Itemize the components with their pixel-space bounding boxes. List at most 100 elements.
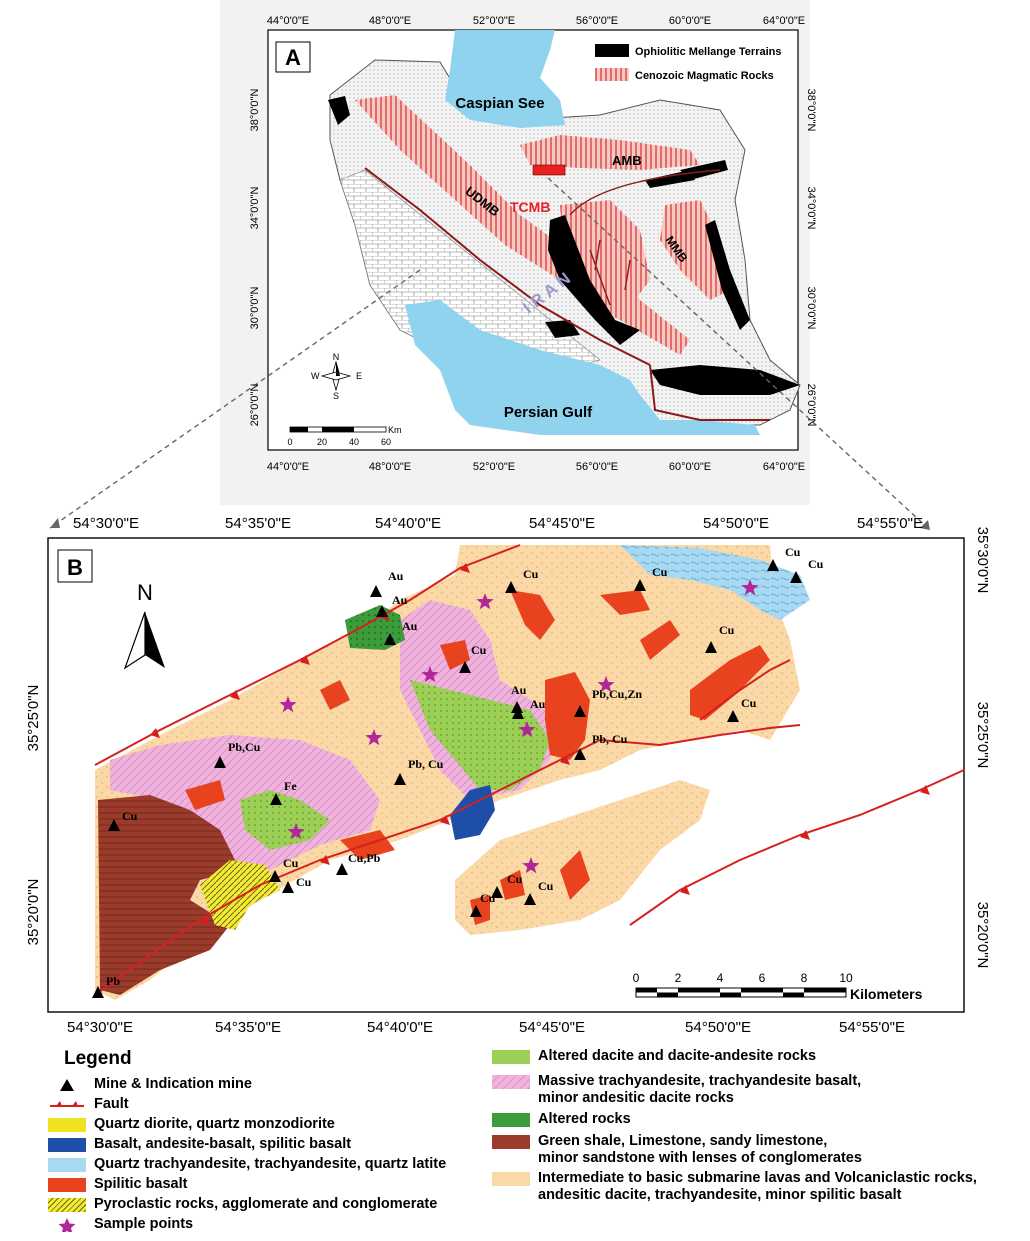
mine-triangle-icon [512, 707, 524, 719]
mine-label: Pb, Cu [408, 757, 444, 771]
legend-mine: Mine & Indication mine [48, 1076, 252, 1093]
mine-triangle-icon [376, 605, 388, 617]
scale-b-4: 4 [717, 971, 724, 985]
legend-green-shale: Green shale, Limestone, sandy limestone,… [492, 1133, 862, 1167]
sample-star-icon [287, 823, 305, 840]
scale-b-8: 8 [801, 971, 808, 985]
mine-triangle-icon [790, 571, 802, 583]
mine-label: Au [388, 569, 404, 583]
scale-a-40: 40 [349, 437, 359, 447]
swatch [492, 1135, 530, 1149]
legend-spilitic-basalt: Spilitic basalt [48, 1176, 187, 1193]
panel-b-label-box [57, 549, 93, 583]
swatch [492, 1172, 530, 1186]
mine-triangle-icon [92, 986, 104, 998]
swatch [492, 1075, 530, 1089]
a-bottom-tick: 60°0'0"E [669, 461, 711, 473]
a-top-tick: 44°0'0"E [267, 15, 309, 27]
scale-b-2: 2 [675, 971, 682, 985]
swatch [48, 1118, 86, 1132]
b-bottom-tick: 54°35'0"E [215, 1019, 281, 1036]
mine-label: Cu [296, 875, 312, 889]
sample-star-icon [522, 857, 540, 874]
b-top-tick: 54°45'0"E [529, 515, 595, 532]
swatch [492, 1050, 530, 1064]
legend-a-magmatic-label: Cenozoic Magmatic Rocks [635, 70, 774, 82]
a-left-tick: 34°0'0"N [249, 187, 261, 230]
amb-label: AMB [612, 153, 642, 168]
fault-teeth [150, 563, 930, 925]
unit-pyroclastic [200, 860, 280, 930]
unit-spilitic-basalt [185, 590, 770, 925]
unit-green-shale [98, 795, 240, 995]
legend-label: Spilitic basalt [94, 1176, 188, 1192]
b-left-tick: 35°25'0"N [25, 685, 42, 752]
legend-label: Fault [94, 1096, 129, 1112]
mine-label: Au [511, 683, 527, 697]
panel-b-scalebar: 0 2 4 6 8 10 Kilometers [633, 971, 923, 1002]
caspian-sea [445, 30, 565, 128]
swatch [48, 1138, 86, 1152]
mine-triangle-icon [270, 793, 282, 805]
a-bottom-tick: 44°0'0"E [267, 461, 309, 473]
mine-triangle-icon [727, 710, 739, 722]
mine-label: Cu [741, 696, 757, 710]
mine-triangle-icon [459, 661, 471, 673]
sample-star-icon [741, 579, 759, 596]
mine-triangle-icon [505, 581, 517, 593]
panel-b-main-map: B N 0 2 4 6 8 10 Kilometers 54°30 [25, 515, 991, 1036]
mine-label: Cu [808, 557, 824, 571]
a-top-tick: 52°0'0"E [473, 15, 515, 27]
legend-label: Green shale, Limestone, sandy limestone,… [538, 1133, 862, 1166]
legend-a-ophiolite-swatch [595, 44, 629, 57]
legend-massive-trachyandesite: Massive trachyandesite, trachyandesite b… [492, 1073, 861, 1107]
scale-a-60: 60 [381, 437, 391, 447]
mine-triangle-icon [384, 633, 396, 645]
mine-label: Pb,Cu,Zn [592, 687, 642, 701]
legend-label: Sample points [94, 1216, 194, 1232]
star-icon [58, 1218, 76, 1232]
compass-n: N [333, 352, 340, 362]
sample-star-icon [279, 696, 297, 713]
swatch [48, 1158, 86, 1172]
legend-title: Legend [64, 1048, 132, 1069]
caspian-label: Caspian See [455, 95, 544, 112]
gulf-label: Persian Gulf [504, 404, 593, 421]
a-right-tick: 30°0'0"N [805, 287, 817, 330]
b-left-tick: 35°20'0"N [25, 879, 42, 946]
legend-altered-rocks: Altered rocks [492, 1111, 631, 1128]
mine-triangle-icon [269, 870, 281, 882]
ophiolite-3 [548, 215, 640, 345]
compass-s: S [333, 391, 339, 401]
legend-quartz-trachyandesite: Quartz trachyandesite, trachyandesite, q… [48, 1156, 446, 1173]
b-bottom-tick: 54°45'0"E [519, 1019, 585, 1036]
a-top-tick: 56°0'0"E [576, 15, 618, 27]
panel-b-north-arrow: N [123, 580, 165, 670]
mine-triangle-icon [282, 881, 294, 893]
makran-thrust-fault [649, 364, 770, 421]
a-left-tick: 38°0'0"N [249, 89, 261, 132]
b-right-tick: 35°30'0"N [974, 527, 991, 594]
unit-altered-dacite-west [240, 790, 330, 850]
fault-line-icon [50, 1101, 84, 1107]
legend-intermediate: Intermediate to basic submarine lavas an… [492, 1170, 977, 1204]
scale-b-unit: Kilometers [850, 986, 923, 1002]
sample-star-icon [518, 721, 536, 738]
a-left-tick: 26°0'0"N [249, 384, 261, 427]
b-top-tick: 54°35'0"E [225, 515, 291, 532]
a-right-tick: 26°0'0"N [805, 384, 817, 427]
legend-label: Altered rocks [538, 1111, 631, 1127]
a-bottom-tick: 52°0'0"E [473, 461, 515, 473]
panel-a-compass: N S E W [311, 352, 362, 401]
a-right-tick: 34°0'0"N [805, 187, 817, 230]
mine-label: Pb,Cu [228, 740, 261, 754]
mine-triangle-icon [574, 748, 586, 760]
mine-label: Cu [538, 879, 554, 893]
mine-label: Au [392, 593, 408, 607]
persian-gulf [405, 300, 760, 435]
a-top-tick: 64°0'0"E [763, 15, 805, 27]
swatch [492, 1113, 530, 1127]
sample-star-icon [597, 676, 615, 693]
panel-a-ticks: 44°0'0"E 48°0'0"E 52°0'0"E 56°0'0"E 60°0… [249, 15, 817, 473]
